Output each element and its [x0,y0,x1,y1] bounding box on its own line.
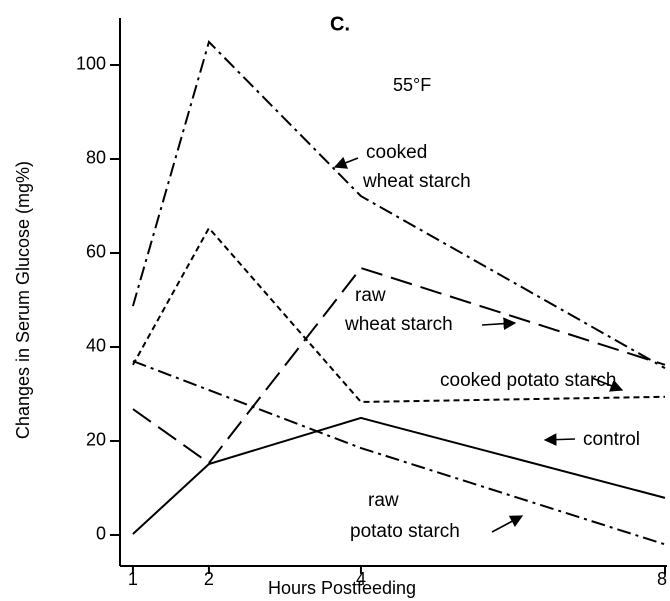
line-series [132,226,666,403]
line-series [131,40,666,370]
arrow [333,156,359,169]
y-axis-label: Changes in Serum Glucose (mg%) [13,161,33,439]
annotation: cooked potato starch [440,370,616,391]
x-axis-label: Hours Postfeeding [268,578,416,598]
x-tick-label: 4 [356,569,366,589]
x-tick-label: 1 [128,569,138,589]
y-tick-label: 40 [86,336,106,356]
subtitle: 55°F [393,75,431,95]
annotation: wheat starch [344,314,453,335]
annotation: control [583,429,640,450]
line-series [132,416,666,535]
annotation: cooked [366,142,427,163]
annotation: potato starch [350,521,460,542]
arrow [591,377,624,392]
annotation: raw [368,490,399,511]
y-tick-label: 20 [86,430,106,450]
y-tick-label: 60 [86,242,106,262]
annotation: wheat starch [362,171,471,192]
x-tick-label: 2 [204,569,214,589]
arrow [481,317,517,331]
y-tick-label: 100 [76,54,106,74]
arrow [491,515,524,533]
chart-title: C. [330,13,350,35]
y-tick-label: 80 [86,148,106,168]
x-tick-label: 8 [657,569,667,589]
y-tick-label: 0 [96,524,106,544]
line-series [132,266,666,465]
annotation: raw [355,285,386,306]
arrow [543,433,576,447]
line-series [132,360,666,546]
